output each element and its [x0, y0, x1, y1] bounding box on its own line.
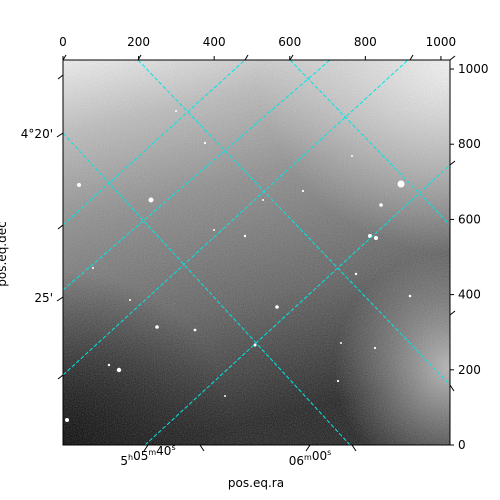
- top-tick-label: 200: [127, 35, 150, 49]
- star: [65, 418, 69, 422]
- star: [336, 379, 340, 383]
- star: [351, 155, 353, 157]
- top-tick-label: 1000: [426, 35, 457, 49]
- star: [175, 110, 177, 112]
- dec-grid-line: [144, 164, 450, 445]
- dec-tick: [57, 374, 64, 380]
- star: [107, 363, 111, 367]
- star: [243, 234, 247, 238]
- ra-tick-label: 5h05m40s: [120, 443, 175, 468]
- star: [301, 189, 305, 193]
- star: [116, 367, 122, 373]
- dec-tick: [56, 296, 64, 302]
- ra-tick: [351, 444, 357, 452]
- plot-frame: [62, 59, 451, 446]
- star: [354, 272, 358, 276]
- top-tick-label: 800: [354, 35, 377, 49]
- star: [213, 229, 215, 231]
- sky-image: [63, 60, 450, 445]
- ra-tick-label: 06m00s: [289, 448, 332, 468]
- dec-tick: [449, 160, 456, 166]
- star: [203, 141, 207, 145]
- ra-tick: [289, 54, 294, 61]
- star: [155, 325, 159, 329]
- star: [224, 395, 226, 397]
- star: [193, 328, 197, 332]
- top-tick-label: 0: [59, 35, 67, 49]
- dec-tick: [449, 310, 456, 316]
- star: [92, 267, 94, 269]
- star: [148, 197, 154, 203]
- ra-tick: [143, 444, 149, 452]
- dec-tick: [56, 132, 64, 138]
- dec-grid-line: [63, 60, 246, 226]
- ra-grid-line: [137, 60, 450, 386]
- y-axis-label: pos.eq.dec: [0, 221, 9, 286]
- ra-tick: [305, 444, 311, 452]
- right-tick-label: 800: [458, 137, 481, 151]
- right-tick-label: 200: [458, 363, 481, 377]
- ra-tick: [137, 54, 142, 61]
- ra-tick: [409, 54, 414, 61]
- dec-grid-line: [63, 60, 331, 291]
- top-tick-label: 400: [203, 35, 226, 49]
- ra-tick: [244, 54, 249, 61]
- dec-tick: [57, 224, 64, 230]
- star: [129, 299, 131, 301]
- ra-tick: [449, 384, 455, 392]
- x-axis-label: pos.eq.ra: [228, 476, 284, 490]
- star: [408, 294, 412, 298]
- axes: 0 200 400 600 800 1000 0 200 400 600 800 1000 5h05m4…: [21, 35, 489, 468]
- star: [77, 183, 81, 187]
- star: [379, 203, 383, 207]
- star: [262, 199, 264, 201]
- ra-grid-line: [63, 132, 351, 445]
- right-tick-label: 0: [458, 438, 466, 452]
- right-tick-label: 1000: [458, 62, 489, 76]
- right-tick-label: 600: [458, 212, 481, 226]
- dec-tick-label: 4°20': [21, 127, 53, 141]
- dec-tick: [57, 74, 64, 80]
- ra-tick: [199, 444, 205, 452]
- dec-tick-label: 25': [34, 291, 53, 305]
- dec-tick: [449, 55, 456, 61]
- star: [275, 305, 279, 309]
- ra-tick: [62, 54, 67, 61]
- right-tick-label: 400: [458, 288, 481, 302]
- coordinate-grid: [63, 60, 450, 445]
- star-points: [65, 110, 412, 422]
- star: [253, 343, 257, 347]
- star: [373, 346, 377, 350]
- star: [397, 180, 405, 188]
- star: [374, 236, 378, 240]
- star: [340, 342, 342, 344]
- ra-grid-line: [289, 60, 450, 226]
- top-tick-label: 600: [278, 35, 301, 49]
